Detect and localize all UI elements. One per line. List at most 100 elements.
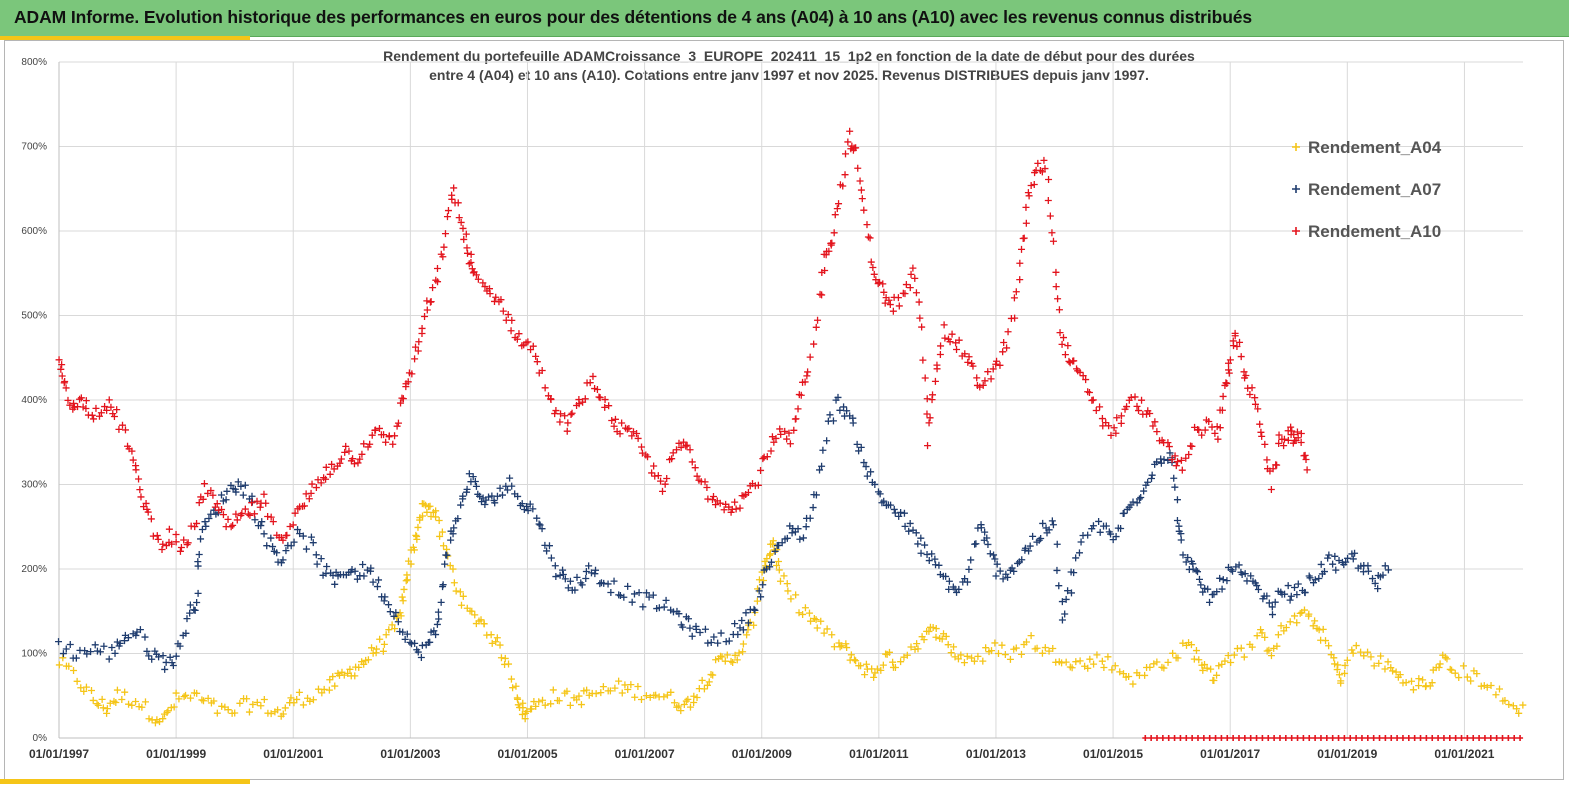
- data-point: [1311, 617, 1319, 625]
- data-point: [913, 640, 921, 648]
- data-point: [669, 449, 677, 457]
- data-point: [403, 630, 411, 638]
- data-point: [65, 662, 73, 670]
- data-point: [812, 323, 820, 331]
- x-tick-label: 01/01/2011: [849, 747, 909, 761]
- data-point: [469, 473, 477, 481]
- data-point: [1293, 591, 1301, 599]
- data-point: [551, 410, 559, 418]
- data-point: [132, 466, 140, 474]
- data-point: [1137, 493, 1145, 501]
- data-point: [625, 424, 633, 432]
- data-point: [755, 587, 763, 595]
- data-point: [1261, 440, 1269, 448]
- data-point: [523, 707, 531, 715]
- data-point: [1325, 551, 1333, 559]
- data-point: [1195, 575, 1203, 583]
- data-point: [931, 555, 939, 563]
- data-point: [679, 623, 687, 631]
- band-marker: [1353, 735, 1360, 741]
- data-point: [1201, 660, 1209, 668]
- data-point: [993, 357, 1001, 365]
- data-point: [260, 490, 268, 498]
- data-point: [1104, 653, 1112, 661]
- legend-label: Rendement_A04: [1308, 138, 1442, 157]
- data-point: [759, 577, 767, 585]
- data-point: [680, 438, 688, 446]
- data-point: [492, 638, 500, 646]
- data-point: [920, 636, 928, 644]
- data-point: [982, 644, 990, 652]
- data-point: [457, 218, 465, 226]
- data-point: [161, 665, 169, 673]
- data-point: [591, 570, 599, 578]
- data-point: [597, 689, 605, 697]
- data-point: [197, 535, 205, 543]
- data-point: [803, 372, 811, 380]
- data-point: [82, 404, 90, 412]
- data-point: [690, 692, 698, 700]
- data-point: [1357, 648, 1365, 656]
- data-point: [1199, 666, 1207, 674]
- band-marker: [1399, 735, 1406, 741]
- data-point: [144, 508, 152, 516]
- data-point: [618, 689, 626, 697]
- data-point: [219, 511, 227, 519]
- band-marker: [1452, 735, 1459, 741]
- data-point: [1046, 212, 1054, 220]
- data-point: [1070, 357, 1078, 365]
- data-point: [775, 566, 783, 574]
- data-point: [1025, 547, 1033, 555]
- data-point: [1269, 611, 1276, 619]
- data-point: [843, 644, 851, 652]
- data-point: [373, 583, 381, 591]
- y-tick-label: 400%: [21, 395, 47, 406]
- data-point: [573, 696, 581, 704]
- data-point: [585, 562, 593, 570]
- x-tick-label: 01/01/2013: [966, 747, 1026, 761]
- data-point: [128, 447, 136, 455]
- data-point: [467, 250, 475, 258]
- data-point: [1247, 572, 1255, 580]
- data-point: [826, 411, 834, 419]
- data-point: [256, 503, 264, 511]
- data-point: [337, 455, 345, 463]
- data-point: [1133, 499, 1141, 507]
- data-point: [797, 391, 805, 399]
- data-point: [762, 562, 770, 570]
- data-point: [1273, 642, 1281, 650]
- data-point: [905, 527, 913, 535]
- data-point: [241, 481, 249, 489]
- data-point: [634, 434, 642, 442]
- data-point: [900, 509, 908, 517]
- data-point: [564, 584, 572, 592]
- data-point: [648, 469, 656, 477]
- data-point: [1297, 429, 1305, 437]
- band-marker: [1446, 735, 1453, 741]
- data-point: [414, 648, 422, 656]
- data-point: [411, 355, 419, 363]
- data-point: [1275, 431, 1283, 439]
- data-point: [1141, 671, 1149, 679]
- data-point: [802, 523, 810, 531]
- data-point: [165, 525, 173, 533]
- data-point: [1039, 519, 1047, 527]
- data-point: [322, 475, 330, 483]
- data-point: [262, 499, 270, 507]
- data-point: [633, 429, 641, 437]
- data-point: [812, 491, 820, 499]
- data-point: [708, 496, 716, 504]
- x-tick-label: 01/01/2017: [1200, 747, 1260, 761]
- data-point: [781, 427, 789, 435]
- data-point: [1022, 203, 1030, 211]
- data-point: [776, 577, 784, 585]
- data-point: [955, 585, 963, 593]
- data-point: [1384, 566, 1392, 574]
- data-point: [1296, 609, 1304, 617]
- data-point: [229, 521, 237, 529]
- data-point: [1135, 407, 1143, 415]
- x-tick-label: 01/01/2005: [497, 747, 557, 761]
- data-point: [662, 596, 670, 604]
- data-point: [1153, 658, 1161, 666]
- data-point: [889, 307, 897, 315]
